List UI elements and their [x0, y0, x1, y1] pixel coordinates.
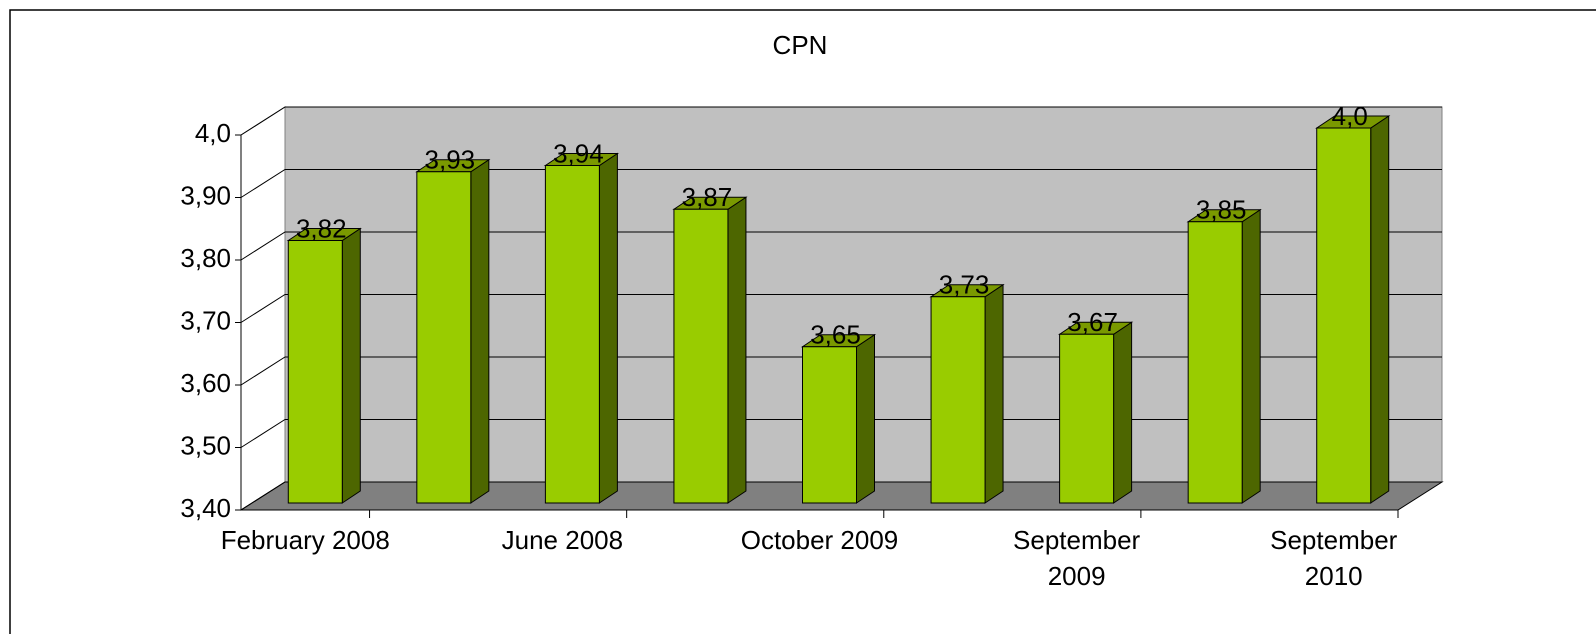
x-tick-label: June 2008: [501, 525, 624, 555]
value-label: 3,87: [682, 182, 733, 212]
bar-side: [856, 333, 875, 504]
bar-side: [1370, 115, 1390, 504]
bar-side: [727, 196, 747, 504]
grid-line: [240, 356, 1442, 386]
x-tick-label: September 2010: [1270, 525, 1398, 591]
bar: [802, 346, 857, 504]
grid-line: [240, 419, 1442, 448]
bar: [930, 296, 986, 504]
y-tick-label: 3,70: [180, 305, 231, 335]
value-label: 3,82: [296, 213, 347, 243]
value-label: 4,0: [1332, 101, 1368, 131]
y-tick-label: 3,40: [180, 493, 231, 523]
bar-side: [470, 158, 490, 504]
grid-line: [240, 294, 1442, 323]
grid-line: [240, 106, 1442, 136]
chart-title: CPN: [773, 30, 828, 60]
y-tick-label: 3,80: [180, 243, 231, 273]
grid-line: [240, 231, 1442, 261]
value-label: 3,85: [1196, 195, 1247, 225]
bar: [673, 208, 729, 504]
bar: [1059, 333, 1115, 504]
value-label: 3,67: [1067, 307, 1118, 337]
value-label: 3,73: [939, 270, 990, 300]
bar-side: [1241, 208, 1261, 504]
value-label: 3,94: [553, 138, 604, 168]
value-label: 3,65: [810, 320, 861, 350]
bar: [1316, 127, 1372, 504]
x-tick-label: September 2009: [1013, 525, 1141, 591]
bar-side: [598, 152, 618, 504]
bar-side: [984, 283, 1004, 504]
y-tick-label: 3,60: [180, 368, 231, 398]
bar-side: [341, 227, 361, 504]
grid-line: [240, 481, 1442, 511]
bar: [287, 240, 343, 504]
value-label: 3,93: [425, 145, 476, 175]
y-tick-label: 4,0: [195, 118, 231, 148]
bar: [416, 171, 472, 504]
x-tick-label: October 2009: [740, 525, 899, 555]
grid-line: [240, 169, 1442, 198]
y-tick-label: 3,90: [180, 180, 231, 210]
y-tick-label: 3,50: [180, 430, 231, 460]
bar-side: [1113, 321, 1133, 504]
bar: [1187, 221, 1243, 504]
x-tick-label: February 2008: [220, 525, 390, 555]
bar: [544, 165, 600, 504]
